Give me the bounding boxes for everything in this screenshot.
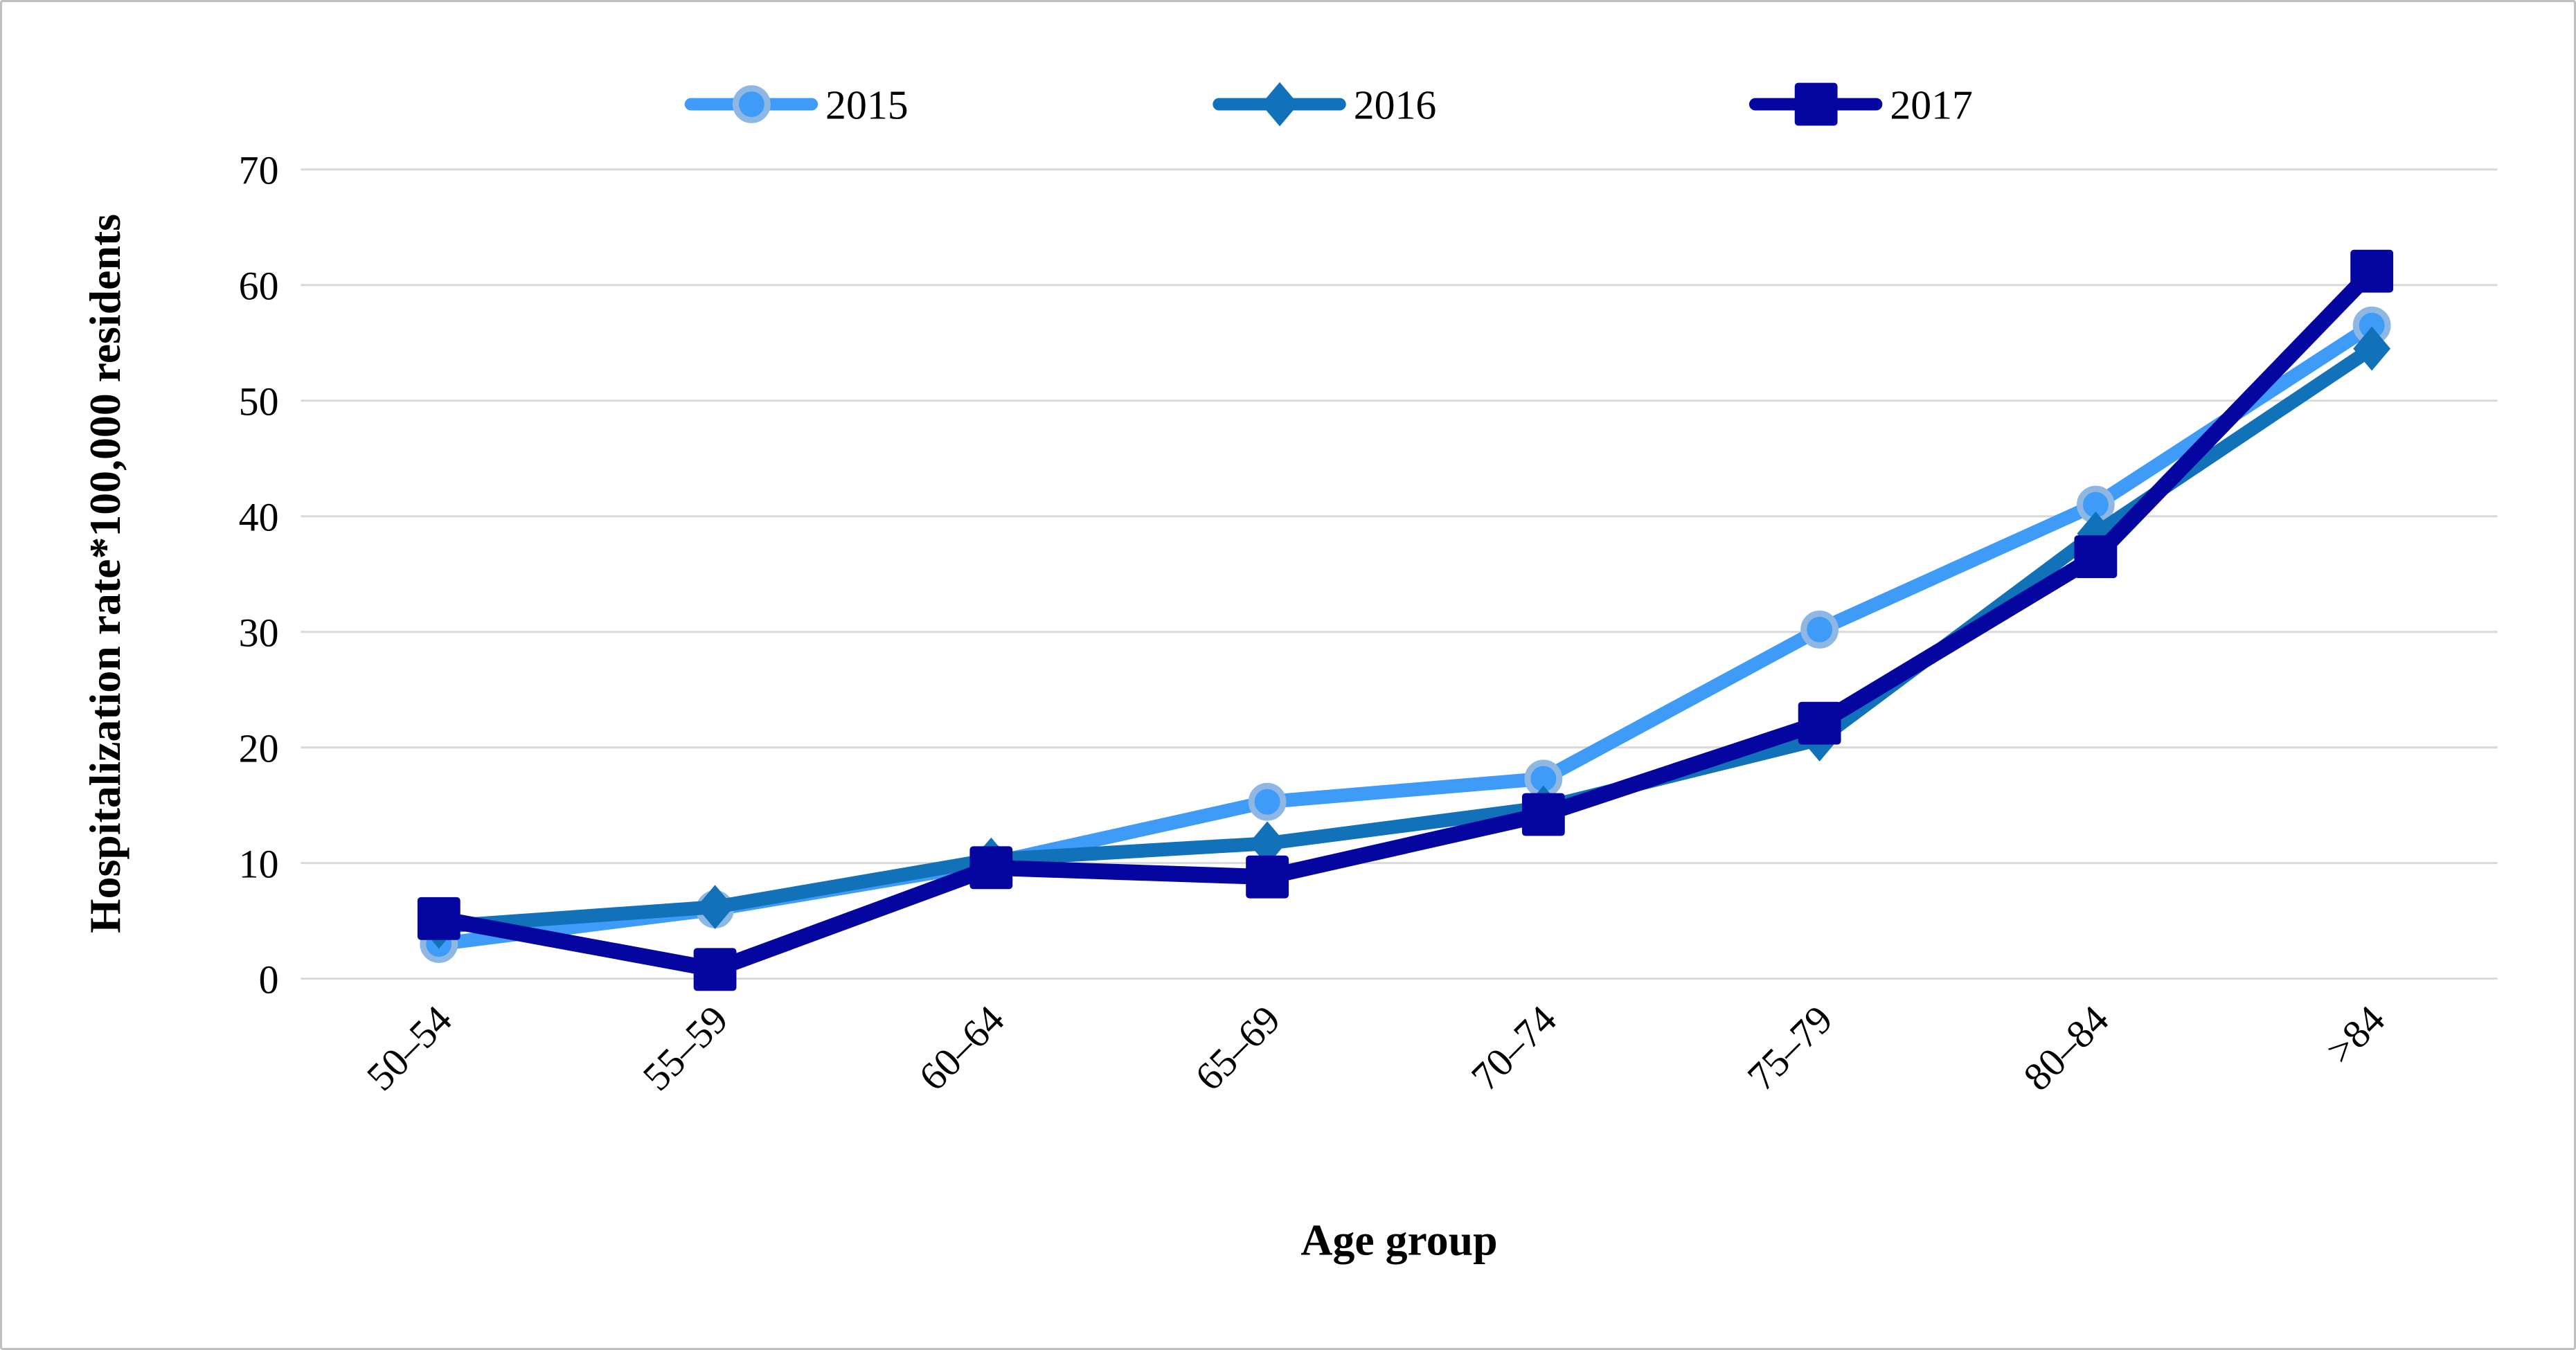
series-2017 xyxy=(417,249,2394,991)
marker-2017-5 xyxy=(1521,793,1565,836)
y-axis-tick-labels: 0 10 20 30 40 50 60 70 xyxy=(239,148,279,1002)
x-tick-label-8: >84 xyxy=(2317,997,2393,1073)
y-tick-label-70: 70 xyxy=(239,148,279,193)
marker-2017-1 xyxy=(417,897,460,940)
series-line-2016 xyxy=(438,343,2376,934)
y-axis-title: Hospitalization rate*100,000 residents xyxy=(80,214,129,933)
x-tick-label-6: 75–79 xyxy=(1739,997,1841,1099)
legend-item-2015: 2015 xyxy=(684,82,909,127)
legend-label-2016: 2016 xyxy=(1354,82,1437,127)
x-tick-label-4: 65–69 xyxy=(1186,997,1289,1099)
gridlines xyxy=(301,168,2498,980)
marker-2015-6 xyxy=(1800,610,1839,649)
legend-label-2017: 2017 xyxy=(1890,82,1973,127)
marker-2015-4 xyxy=(1248,782,1287,821)
series-line-2017 xyxy=(437,265,2378,978)
marker-2016-8 xyxy=(2353,326,2391,371)
marker-2017-8 xyxy=(2350,249,2394,293)
x-axis-tick-labels: 50–54 55–59 60–64 65–69 70–74 75–79 80–84 >84 xyxy=(358,997,2394,1099)
marker-2017-7 xyxy=(2074,535,2118,579)
marker-2017-3 xyxy=(969,846,1013,890)
y-tick-label-20: 20 xyxy=(239,726,279,771)
legend-item-2017: 2017 xyxy=(1748,82,1973,127)
x-tick-label-3: 60–64 xyxy=(910,997,1012,1099)
legend-marker-2016-icon xyxy=(1261,82,1298,127)
x-axis-title: Age group xyxy=(1300,1215,1497,1264)
y-tick-label-50: 50 xyxy=(239,379,279,424)
y-tick-label-10: 10 xyxy=(239,842,279,887)
marker-2016-4 xyxy=(1249,821,1287,866)
legend-marker-2017-icon xyxy=(1794,82,1838,126)
x-tick-label-5: 70–74 xyxy=(1463,997,1565,1099)
y-tick-label-60: 60 xyxy=(239,264,279,309)
legend-label-2015: 2015 xyxy=(825,82,909,127)
y-tick-label-30: 30 xyxy=(239,611,279,656)
marker-2017-4 xyxy=(1246,855,1289,899)
series-2016 xyxy=(420,326,2391,949)
data-series xyxy=(417,249,2394,991)
y-tick-label-0: 0 xyxy=(259,957,279,1002)
marker-2017-2 xyxy=(693,948,737,991)
marker-2017-6 xyxy=(1798,701,1841,745)
marker-2016-2 xyxy=(696,885,734,930)
x-tick-label-1: 50–54 xyxy=(358,997,460,1099)
legend: 2015 2016 2017 xyxy=(684,82,1973,127)
legend-marker-2015-icon xyxy=(732,85,771,123)
y-tick-label-40: 40 xyxy=(239,495,279,540)
legend-item-2016: 2016 xyxy=(1213,82,1437,127)
x-tick-label-2: 55–59 xyxy=(634,997,737,1099)
x-tick-label-7: 80–84 xyxy=(2014,997,2117,1099)
